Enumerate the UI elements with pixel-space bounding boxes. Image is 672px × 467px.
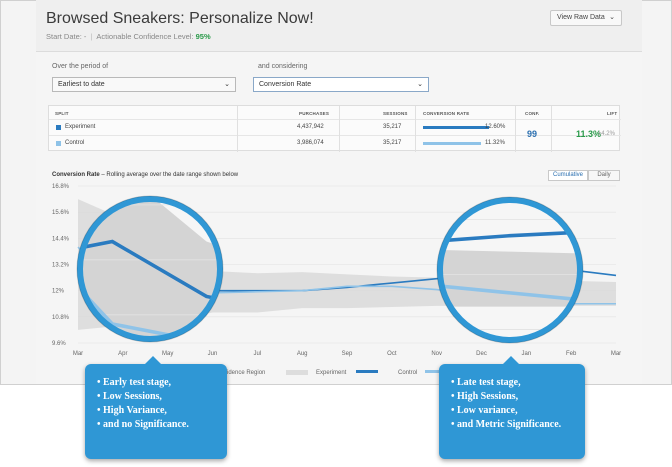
row-sessions: 35,217 <box>383 140 402 146</box>
col-header-conversion-rate: CONVERSION RATE <box>423 111 470 116</box>
callout-item: Early test stage, <box>97 376 217 390</box>
daily-toggle[interactable]: Daily <box>588 170 620 181</box>
col-header-split: SPLIT <box>55 111 69 116</box>
col-header-purchases: PURCHASES <box>299 111 330 116</box>
lens-experiment-line <box>440 200 580 277</box>
callout-item: High Variance, <box>97 404 217 418</box>
y-tick-label: 15.6% <box>52 210 70 216</box>
metric-select[interactable]: Conversion Rate ⌄ <box>253 77 429 92</box>
metric-select-value: Conversion Rate <box>259 81 312 88</box>
x-tick-label: Feb <box>566 351 577 357</box>
late-stage-callout: Late test stage, High Sessions, Low vari… <box>439 356 585 459</box>
view-raw-data-label: View Raw Data <box>557 14 605 21</box>
row-sessions: 35,217 <box>383 124 402 130</box>
x-tick-label: Mar <box>73 351 83 357</box>
confidence-value: 95% <box>195 32 211 41</box>
callout-item: Late test stage, <box>451 376 575 390</box>
lift-margin: ±4.2% <box>598 131 615 137</box>
callout-item: Low variance, <box>451 404 575 418</box>
legend-label: nfidence Region <box>222 370 265 376</box>
y-axis-ticks: 16.8% 15.6% 14.4% 13.2% 12% 10.8% 9.6% <box>52 184 70 347</box>
row-purchases: 3,986,074 <box>297 140 324 146</box>
row-split: Experiment <box>65 124 96 130</box>
x-tick-label: Jan <box>521 351 531 357</box>
chevron-down-icon: ⌄ <box>224 81 230 88</box>
control-rate-bar <box>423 142 481 145</box>
legend-label: Control <box>398 370 417 376</box>
chart-metric: Conversion Rate <box>52 172 100 178</box>
x-tick-label: Jul <box>253 351 261 357</box>
y-tick-label: 13.2% <box>52 263 70 269</box>
legend-label: Experiment <box>316 370 347 376</box>
legend-swatch <box>425 370 447 373</box>
chart-description: – Rolling average over the date range sh… <box>99 172 239 178</box>
lens-zoom <box>440 200 580 340</box>
lens-experiment-line <box>80 239 220 317</box>
legend-swatch <box>356 370 378 373</box>
legend-swatch <box>286 370 308 375</box>
y-tick-label: 12% <box>52 289 65 295</box>
x-tick-label: Dec <box>476 351 487 357</box>
lens-shadow <box>76 195 224 343</box>
row-rate: 12.60% <box>485 124 506 130</box>
x-tick-label: Apr <box>118 351 127 357</box>
x-tick-label: Oct <box>387 351 397 357</box>
experiment-color-swatch <box>56 125 61 130</box>
lens-shadow <box>436 196 584 344</box>
view-raw-data-button[interactable]: View Raw Data ⌄ <box>550 10 622 26</box>
magnifier-lens <box>436 196 584 344</box>
y-tick-label: 14.4% <box>52 236 70 242</box>
considering-label: and considering <box>258 63 308 70</box>
callout-item: Low Sessions, <box>97 390 217 404</box>
col-header-conf: CONF. <box>525 111 540 116</box>
x-tick-label: Aug <box>297 351 308 357</box>
row-rate: 11.32% <box>485 140 505 146</box>
header-meta: Start Date: - | Actionable Confidence Leve… <box>46 32 211 41</box>
col-header-sessions: SESSIONS <box>383 111 408 116</box>
y-tick-label: 9.6% <box>52 341 66 347</box>
period-select[interactable]: Earliest to date ⌄ <box>52 77 236 92</box>
results-table: SPLIT PURCHASES SESSIONS CONVERSION RATE… <box>48 105 621 152</box>
cumulative-toggle[interactable]: Cumulative <box>548 170 588 181</box>
chevron-down-icon: ⌄ <box>417 81 423 88</box>
callout-item: and no Significance. <box>97 418 217 432</box>
y-tick-label: 10.8% <box>52 315 70 321</box>
x-tick-label: Sep <box>342 351 353 357</box>
row-split: Control <box>65 140 85 146</box>
confidence-label: Actionable Confidence Level: <box>96 32 194 41</box>
chart-title: Conversion Rate – Rolling average over t… <box>52 172 238 178</box>
experiment-rate-bar <box>423 126 489 129</box>
x-tick-label: Jun <box>208 351 218 357</box>
magnifier-lenses <box>76 195 584 344</box>
x-tick-label: May <box>162 351 173 357</box>
chevron-down-icon: ⌄ <box>609 14 615 21</box>
callout-item: High Sessions, <box>451 390 575 404</box>
x-tick-label: Nov <box>431 351 442 357</box>
callout-item: and Metric Significance. <box>451 418 575 432</box>
x-tick-label: Mar <box>611 351 621 357</box>
page-header: Browsed Sneakers: Personalize Now! Start… <box>36 0 642 52</box>
chart-legend: nfidence Region Experiment Control <box>222 370 447 376</box>
start-date-label: Start Date: - <box>46 32 87 41</box>
period-label: Over the period of <box>52 63 109 70</box>
col-header-lift: LIFT <box>607 111 618 116</box>
y-tick-label: 16.8% <box>52 184 70 190</box>
row-purchases: 4,437,942 <box>297 124 324 130</box>
conf-value: 99 <box>527 129 538 139</box>
page-title: Browsed Sneakers: Personalize Now! <box>46 10 314 27</box>
lens-rim <box>437 197 583 343</box>
period-select-value: Earliest to date <box>58 81 105 88</box>
control-color-swatch <box>56 141 61 146</box>
lift-value: 11.3% <box>576 129 602 139</box>
lens-content <box>440 200 580 340</box>
x-axis-ticks: Mar Apr May Jun Jul Aug Sep Oct Nov Dec Jan Feb Mar <box>73 351 621 357</box>
lens-rim <box>77 196 223 342</box>
early-stage-callout: Early test stage, Low Sessions, High Var… <box>85 356 227 459</box>
lens-control-line <box>440 200 580 304</box>
